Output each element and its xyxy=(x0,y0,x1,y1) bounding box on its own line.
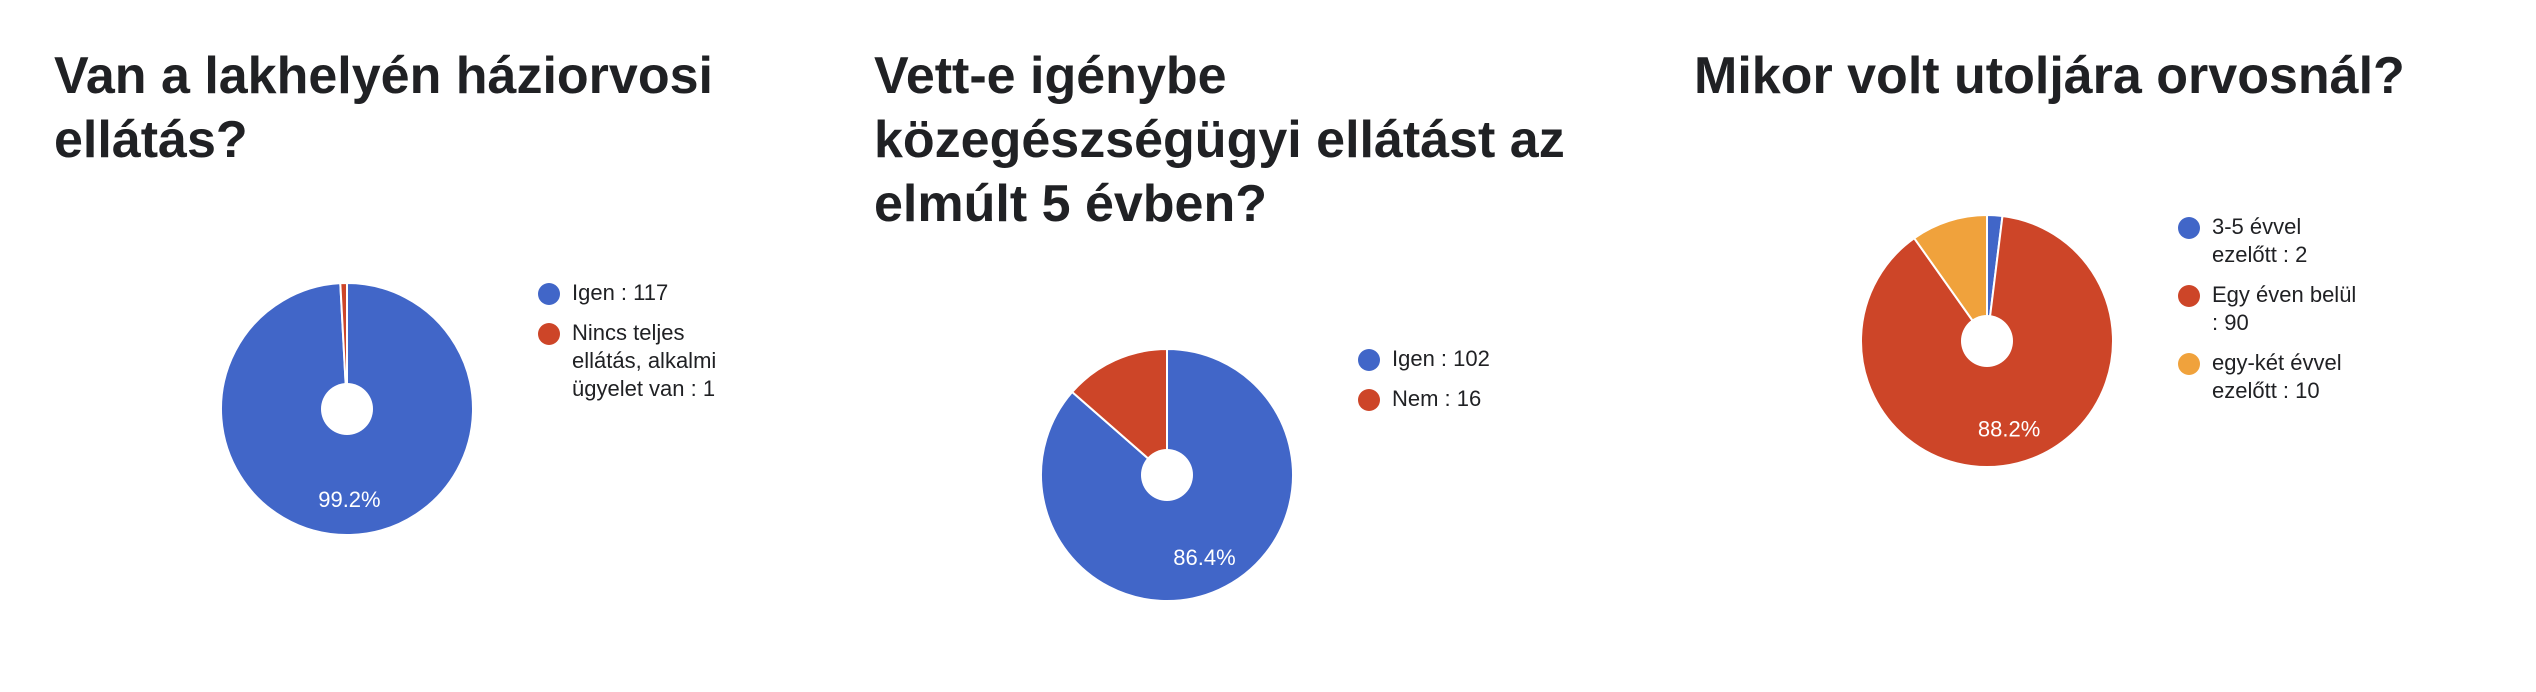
slice-percent-label: 99.2% xyxy=(318,487,380,512)
legend-item-igen: Igen : 102 xyxy=(1358,345,1578,373)
pie-slice-nem xyxy=(1071,348,1168,476)
legend-item-nincs-teljes-ellatas-alkalmi-ugyelet-van: Nincs teljes ellátás, alkalmi ügyelet va… xyxy=(538,319,728,403)
legend-swatch-icon xyxy=(2178,217,2200,239)
legend-item-egy-ket-evvel-ezelott: egy-két évvel ezelőtt : 10 xyxy=(2178,349,2368,405)
chart-title: Vett-e igénybe közegészségügyi ellátást … xyxy=(874,47,1565,233)
chart-panel-residence-gp: Van a lakhelyén háziorvosi ellátás? 99.2… xyxy=(54,0,814,692)
chart-legend: Igen : 102 Nem : 16 xyxy=(1358,345,1578,425)
chart-panel-last-doctor-visit: Mikor volt utoljára orvosnál? 88.2% 3-5 … xyxy=(1694,0,2494,692)
donut-hole xyxy=(1141,449,1193,501)
legend-label: Egy éven belül : 90 xyxy=(2212,282,2357,335)
pie-slice-nincs-teljes-ellatas-alkalmi-ugyelet-van xyxy=(339,282,348,410)
pie-chart: 88.2% xyxy=(1860,214,2114,468)
slice-percent-label: 88.2% xyxy=(1978,416,2040,441)
chart-title: Van a lakhelyén háziorvosi ellátás? xyxy=(54,47,713,169)
legend-swatch-icon xyxy=(2178,285,2200,307)
pie-slice-egy-ket-evvel-ezelott xyxy=(1913,214,1988,342)
legend-item-igen: Igen : 117 xyxy=(538,279,728,307)
legend-label: Nem : 16 xyxy=(1392,386,1482,411)
pie-chart: 86.4% xyxy=(1040,348,1294,602)
chart-panel-public-health: Vett-e igénybe közegészségügyi ellátást … xyxy=(874,0,1634,692)
chart-legend: 3-5 évvel ezelőtt : 2 Egy éven belül : 90… xyxy=(2178,213,2368,417)
legend-label: Igen : 117 xyxy=(572,280,669,305)
legend-swatch-icon xyxy=(1358,389,1380,411)
donut-hole xyxy=(321,383,373,435)
legend-item-egy-even-belul: Egy éven belül : 90 xyxy=(2178,281,2368,337)
slice-percent-label: 86.4% xyxy=(1173,545,1235,570)
chart-title: Mikor volt utoljára orvosnál? xyxy=(1694,47,2405,105)
legend-swatch-icon xyxy=(2178,353,2200,375)
legend-label: Nincs teljes ellátás, alkalmi ügyelet va… xyxy=(572,320,717,401)
legend-label: 3-5 évvel ezelőtt : 2 xyxy=(2212,214,2308,267)
legend-item-3-5-evvel-ezelott: 3-5 évvel ezelőtt : 2 xyxy=(2178,213,2368,269)
legend-swatch-icon xyxy=(1358,349,1380,371)
legend-label: Igen : 102 xyxy=(1392,346,1490,371)
legend-label: egy-két évvel ezelőtt : 10 xyxy=(2212,350,2342,403)
chart-legend: Igen : 117 Nincs teljes ellátás, alkalmi … xyxy=(538,279,728,415)
legend-swatch-icon xyxy=(538,323,560,345)
legend-item-nem: Nem : 16 xyxy=(1358,385,1578,413)
donut-hole xyxy=(1961,315,2013,367)
pie-chart: 99.2% xyxy=(220,282,474,536)
legend-swatch-icon xyxy=(538,283,560,305)
